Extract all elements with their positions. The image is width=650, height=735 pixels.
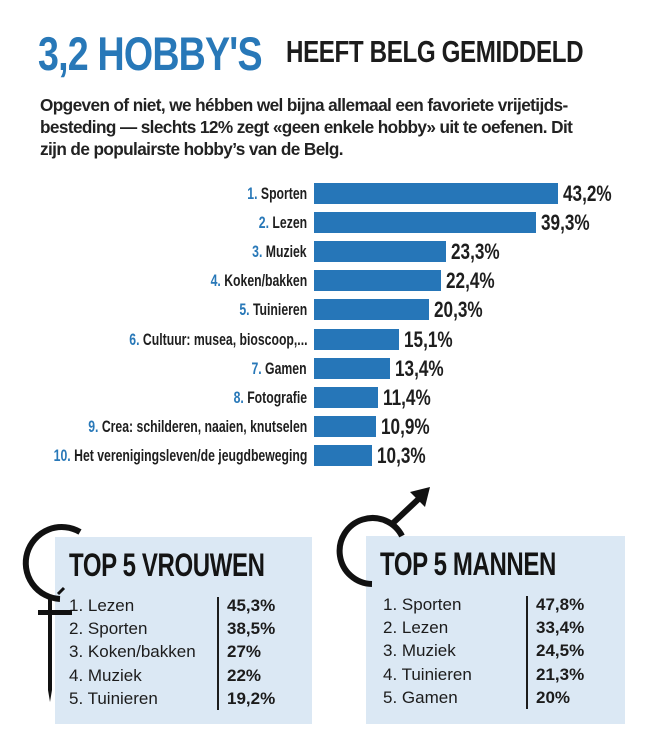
chart-row: 7. Gamen 13,4%: [0, 355, 650, 381]
intro-line: Opgeven of niet, we hébben wel bijna all…: [40, 95, 568, 115]
list-item: 4. Tuinieren: [383, 664, 472, 684]
bar: [314, 328, 399, 350]
bar-label: 10. Het verenigingsleven/de jeugdbewegin…: [53, 445, 307, 467]
bar-rank: 2.: [258, 213, 269, 233]
list-value: 33,4%: [536, 618, 585, 638]
bar-rank: 8.: [233, 387, 244, 407]
chart-row: 9. Crea: schilderen, naaien, knutselen 10…: [0, 413, 650, 439]
intro-text: Opgeven of niet, we hébben wel bijna all…: [40, 94, 650, 160]
list-item: 3. Muziek: [383, 641, 456, 661]
chart-row: 3. Muziek 23,3%: [0, 239, 650, 265]
intro-line: zijn de populairste hobby’s van de Belg.: [40, 139, 344, 159]
men-list: 1. Sporten 2. Lezen 3. Muziek 4. Tuinier…: [383, 593, 472, 709]
bar-value: 10,3%: [377, 442, 426, 468]
women-panel: TOP 5 VROUWEN 1. Lezen 2. Sporten 3. Kok…: [55, 537, 312, 724]
chart-row: 2. Lezen 39,3%: [0, 210, 650, 236]
bar: [314, 299, 429, 321]
bar-category: Crea: schilderen, naaien, knutselen: [101, 416, 307, 436]
list-item: 3. Koken/bakken: [69, 642, 196, 662]
bar-category: Het verenigingsleven/de jeugdbeweging: [73, 445, 307, 465]
chart-row: 10. Het verenigingsleven/de jeugdbewegin…: [0, 442, 650, 468]
bar: [314, 357, 390, 379]
list-value: 47,8%: [536, 595, 585, 614]
bar-category: Sporten: [260, 184, 307, 203]
list-value: 19,2%: [227, 688, 276, 708]
column-divider: [526, 596, 528, 709]
bar-value: 39,3%: [541, 210, 590, 236]
bar: [314, 444, 372, 466]
bar-label: 1. Sporten: [247, 183, 307, 205]
list-item: 5. Gamen: [383, 687, 458, 707]
bar: [314, 415, 376, 437]
list-value: 24,5%: [536, 641, 585, 661]
bar-rank: 3.: [252, 242, 263, 262]
chart-row: 6. Cultuur: musea, bioscoop,... 15,1%: [0, 326, 650, 352]
bar: [314, 241, 446, 263]
men-panel-title: TOP 5 MANNEN: [380, 546, 556, 582]
list-value: 27%: [227, 642, 262, 662]
bar-label: 9. Crea: schilderen, naaien, knutselen: [88, 416, 307, 438]
chart-row: 5. Tuinieren 20,3%: [0, 297, 650, 323]
bar-value: 43,2%: [563, 181, 612, 206]
list-item: 5. Tuinieren: [69, 688, 158, 708]
list-item: 1. Sporten: [383, 595, 462, 614]
bar-category: Muziek: [266, 242, 307, 262]
intro-line: besteding — slechts 12% zegt «geen enkel…: [40, 117, 573, 137]
bar-rank: 6.: [128, 329, 140, 349]
bar-rank: 9.: [87, 416, 99, 436]
chart-row: 1. Sporten 43,2%: [0, 181, 650, 206]
list-value: 38,5%: [227, 619, 276, 639]
bar-label: 5. Tuinieren: [239, 299, 307, 321]
bar-label: 7. Gamen: [252, 358, 307, 380]
chart-row: 8. Fotografie 11,4%: [0, 384, 650, 410]
bar-category: Koken/bakken: [224, 271, 307, 291]
bar: [314, 212, 536, 234]
women-list: 1. Lezen 2. Sporten 3. Koken/bakken 4. M…: [69, 594, 196, 710]
bar-category: Gamen: [265, 358, 307, 378]
bar-value: 11,4%: [383, 384, 431, 410]
bar-label: 4. Koken/bakken: [210, 270, 307, 292]
bar-value: 23,3%: [451, 239, 500, 265]
bar-rank: 1.: [247, 184, 258, 203]
chart-row: 4. Koken/bakken 22,4%: [0, 268, 650, 294]
bar-label: 8. Fotografie: [234, 387, 307, 409]
title-rest: HEEFT BELG GEMIDDELD: [286, 34, 584, 69]
bar-label: 6. Cultuur: musea, bioscoop,...: [129, 329, 307, 351]
bar-label: 3. Muziek: [253, 241, 307, 263]
list-value: 45,3%: [227, 596, 276, 615]
bar-category: Fotografie: [247, 387, 307, 407]
men-panel: TOP 5 MANNEN 1. Sporten 2. Lezen 3. Muzi…: [366, 536, 625, 724]
bar-label: 2. Lezen: [259, 212, 307, 234]
bar-rank: 4.: [210, 271, 221, 291]
list-item: 2. Lezen: [383, 618, 449, 638]
list-item: 1. Lezen: [69, 596, 135, 615]
title-highlight: 3,2 HOBBY'S: [38, 27, 263, 80]
list-value: 22%: [227, 665, 262, 685]
list-item: 4. Muziek: [69, 665, 142, 685]
bar-value: 22,4%: [446, 268, 495, 294]
column-divider: [217, 597, 219, 710]
men-values: 47,8% 33,4% 24,5% 21,3% 20%: [536, 593, 584, 709]
list-item: 2. Sporten: [69, 619, 148, 639]
list-value: 21,3%: [536, 664, 585, 684]
page-title: 3,2 HOBBY'S HEEFT BELG GEMIDDELD: [38, 26, 638, 80]
bar-rank: 5.: [239, 300, 250, 320]
bar-value: 15,1%: [404, 326, 453, 352]
bar-category: Lezen: [272, 213, 307, 233]
women-panel-title: TOP 5 VROUWEN: [69, 547, 265, 583]
bar-value: 20,3%: [434, 297, 483, 323]
bar-category: Cultuur: musea, bioscoop,...: [142, 329, 307, 349]
bar-value: 13,4%: [395, 355, 444, 381]
bar-category: Tuinieren: [252, 300, 307, 320]
bar: [314, 183, 558, 204]
bar: [314, 386, 378, 408]
bar-rank: 10.: [53, 445, 71, 465]
bar-value: 10,9%: [381, 413, 430, 439]
women-values: 45,3% 38,5% 27% 22% 19,2%: [227, 594, 275, 710]
bar: [314, 270, 441, 292]
list-value: 20%: [536, 687, 571, 707]
bar-rank: 7.: [251, 358, 263, 378]
